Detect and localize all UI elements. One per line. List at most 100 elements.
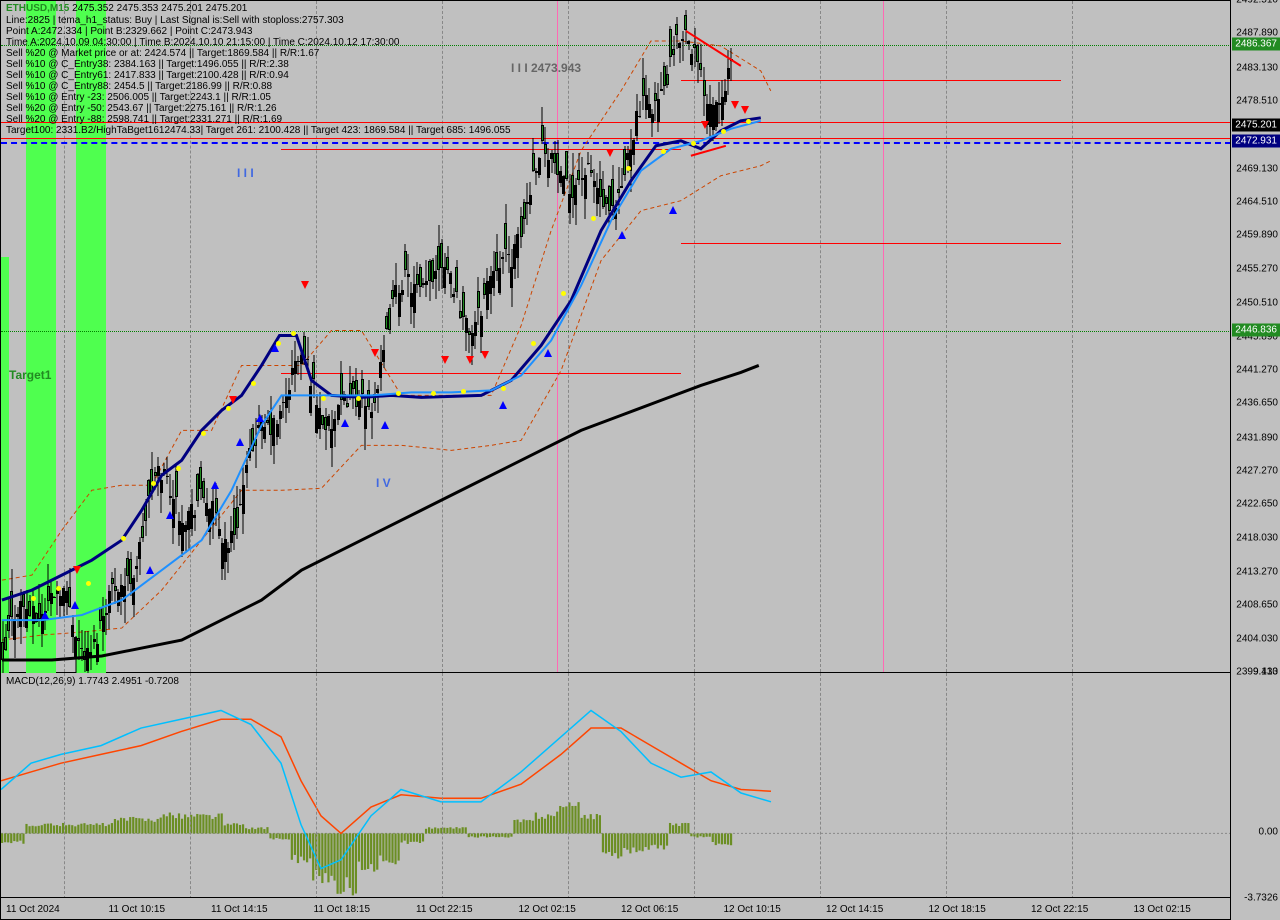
signal-arrow	[441, 356, 449, 364]
price-axis: 2492.5102487.8902483.1302478.5102475.201…	[1230, 0, 1280, 920]
info-line: Sell %20 @ Entry -88: 2598.741 || Target…	[6, 114, 282, 125]
signal-arrow	[211, 481, 219, 489]
horizontal-line	[1, 142, 1231, 144]
signal-arrow	[618, 231, 626, 239]
price-tick: 2418.030	[1236, 532, 1278, 543]
macd-tick: -3.7326	[1244, 893, 1278, 904]
signal-arrow	[701, 121, 709, 129]
signal-dot	[251, 381, 256, 386]
macd-tick: 9.133	[1253, 667, 1278, 678]
time-tick: 12 Oct 02:15	[519, 904, 576, 915]
signal-dot	[661, 149, 666, 154]
signal-arrow	[371, 349, 379, 357]
vertical-grid-line	[190, 673, 191, 899]
vertical-grid-line	[820, 1, 821, 672]
vertical-grid-line	[946, 673, 947, 899]
info-line: Sell %10 @ C_Entry61: 2417.833 || Target…	[6, 70, 289, 81]
chart-container[interactable]: I I I 2473.943I I II V Target1 Line:2825…	[0, 0, 1230, 920]
vertical-grid-line	[316, 673, 317, 899]
signal-arrow	[466, 356, 474, 364]
signal-arrow	[544, 349, 552, 357]
time-tick: 12 Oct 18:15	[929, 904, 986, 915]
signal-dot	[86, 581, 91, 586]
signal-arrow	[669, 206, 677, 214]
price-tick: 2492.510	[1236, 0, 1278, 6]
signal-dot	[531, 341, 536, 346]
signal-dot	[746, 119, 751, 124]
signal-arrow	[381, 421, 389, 429]
signal-arrow	[229, 396, 237, 404]
horizontal-line	[681, 243, 1061, 244]
price-tick: 2483.130	[1236, 62, 1278, 73]
info-line: Sell %20 @ Entry -50: 2543.67 || Target:…	[6, 103, 277, 114]
vertical-grid-line	[694, 673, 695, 899]
info-line: Sell %20 @ Market price or at: 2424.574 …	[6, 48, 319, 59]
signal-arrow	[73, 566, 81, 574]
symbol-ohlc: ETHUSD,M15 2475.352 2475.353 2475.201 24…	[6, 3, 247, 14]
price-tick: 2404.030	[1236, 633, 1278, 644]
vertical-marker	[883, 1, 884, 672]
signal-arrow	[236, 438, 244, 446]
signal-dot	[176, 466, 181, 471]
signal-dot	[721, 129, 726, 134]
info-line: Sell %10 @ C_Entry88: 2454.5 || Target:2…	[6, 81, 272, 92]
price-box: 2475.201	[1232, 118, 1280, 131]
macd-panel[interactable]: MACD(12,26,9) 1.7743 2.4951 -0.7208	[1, 673, 1231, 899]
vertical-grid-line	[946, 1, 947, 672]
price-tick: 2478.510	[1236, 96, 1278, 107]
price-tick: 2427.270	[1236, 465, 1278, 476]
vertical-grid-line	[694, 1, 695, 672]
signal-arrow	[166, 511, 174, 519]
signal-dot	[31, 596, 36, 601]
main-price-panel[interactable]: I I I 2473.943I I II V Target1 Line:2825…	[1, 1, 1231, 673]
time-tick: 11 Oct 18:15	[314, 904, 371, 915]
signal-dot	[291, 331, 296, 336]
signal-arrow	[499, 401, 507, 409]
signal-dot	[396, 391, 401, 396]
signal-dot	[501, 386, 506, 391]
signal-arrow	[481, 351, 489, 359]
time-tick: 11 Oct 22:15	[416, 904, 473, 915]
horizontal-line	[681, 80, 1061, 81]
signal-arrow	[41, 611, 49, 619]
info-line: Sell %10 @ Entry -23: 2506.005 || Target…	[6, 92, 271, 103]
price-tick: 2459.890	[1236, 230, 1278, 241]
signal-dot	[561, 291, 566, 296]
signal-dot	[321, 396, 326, 401]
wave-label: I V	[376, 476, 391, 490]
horizontal-line	[281, 149, 681, 150]
info-line: Time A:2024.10.09 04:30:00 | Time B:2024…	[6, 37, 399, 48]
vertical-grid-line	[820, 673, 821, 899]
signal-dot	[201, 431, 206, 436]
macd-chart	[1, 673, 1231, 899]
signal-arrow	[606, 149, 614, 157]
vertical-grid-line	[442, 673, 443, 899]
price-tick: 2422.650	[1236, 499, 1278, 510]
price-box: 2472.931	[1232, 135, 1280, 148]
signal-dot	[151, 481, 156, 486]
signal-arrow	[71, 601, 79, 609]
price-tick: 2450.510	[1236, 298, 1278, 309]
price-box: 2446.836	[1232, 323, 1280, 336]
price-tick: 2436.650	[1236, 398, 1278, 409]
price-tick: 2413.270	[1236, 566, 1278, 577]
info-line: Line:2825 | tema_h1_status: Buy | Last S…	[6, 15, 344, 26]
signal-dot	[356, 396, 361, 401]
info-line: Point A:2472.334 | Point B:2329.662 | Po…	[6, 26, 253, 37]
price-tick: 2469.130	[1236, 163, 1278, 174]
vertical-grid-line	[568, 673, 569, 899]
price-tick: 2441.270	[1236, 364, 1278, 375]
time-tick: 11 Oct 14:15	[211, 904, 268, 915]
wave-label: I I I	[237, 166, 254, 180]
signal-arrow	[341, 419, 349, 427]
signal-arrow	[146, 566, 154, 574]
time-tick: 13 Oct 02:15	[1134, 904, 1191, 915]
price-tick: 2464.510	[1236, 197, 1278, 208]
time-axis: 11 Oct 202411 Oct 10:1511 Oct 14:1511 Oc…	[1, 897, 1231, 919]
signal-dot	[626, 166, 631, 171]
signal-dot	[276, 341, 281, 346]
signal-arrow	[301, 281, 309, 289]
signal-arrow	[741, 106, 749, 114]
wave-label: I I I 2473.943	[511, 61, 581, 75]
signal-dot	[591, 216, 596, 221]
